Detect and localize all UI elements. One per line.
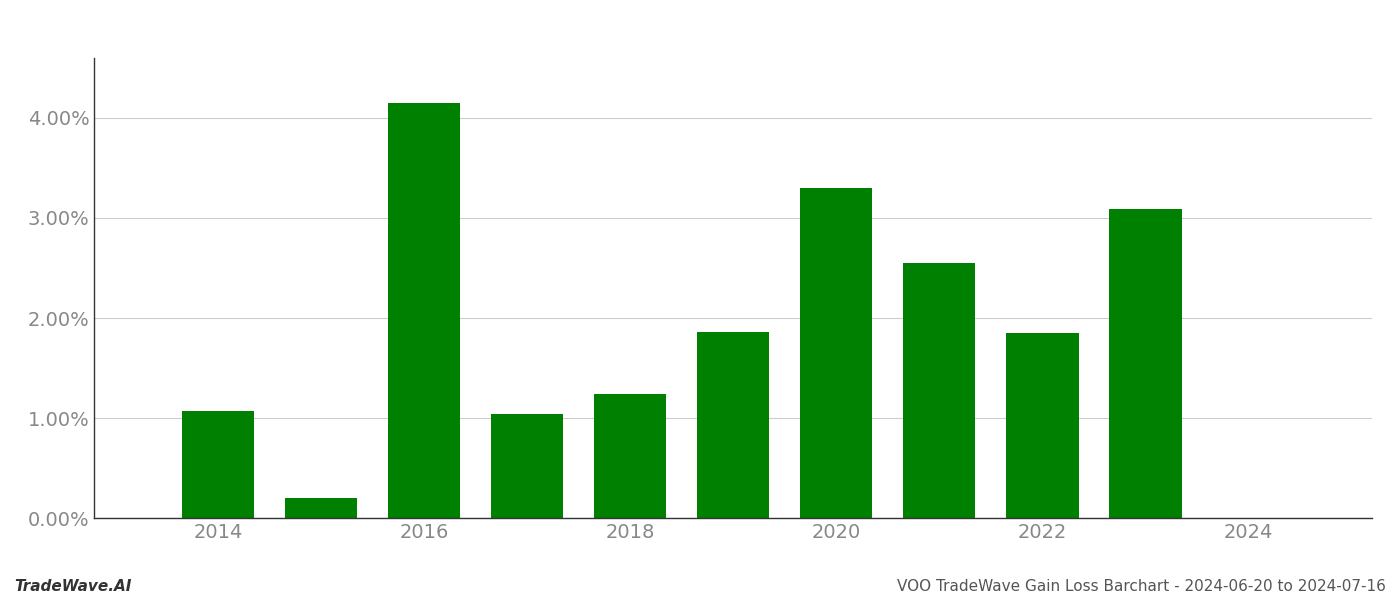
Bar xyxy=(182,411,255,518)
Bar xyxy=(594,394,666,518)
Bar xyxy=(801,188,872,518)
Bar xyxy=(388,103,461,518)
Bar xyxy=(1109,209,1182,518)
Text: VOO TradeWave Gain Loss Barchart - 2024-06-20 to 2024-07-16: VOO TradeWave Gain Loss Barchart - 2024-… xyxy=(897,579,1386,594)
Bar xyxy=(1007,333,1078,518)
Bar xyxy=(286,499,357,518)
Bar xyxy=(903,263,976,518)
Bar xyxy=(697,332,770,518)
Text: TradeWave.AI: TradeWave.AI xyxy=(14,579,132,594)
Bar xyxy=(491,414,563,518)
